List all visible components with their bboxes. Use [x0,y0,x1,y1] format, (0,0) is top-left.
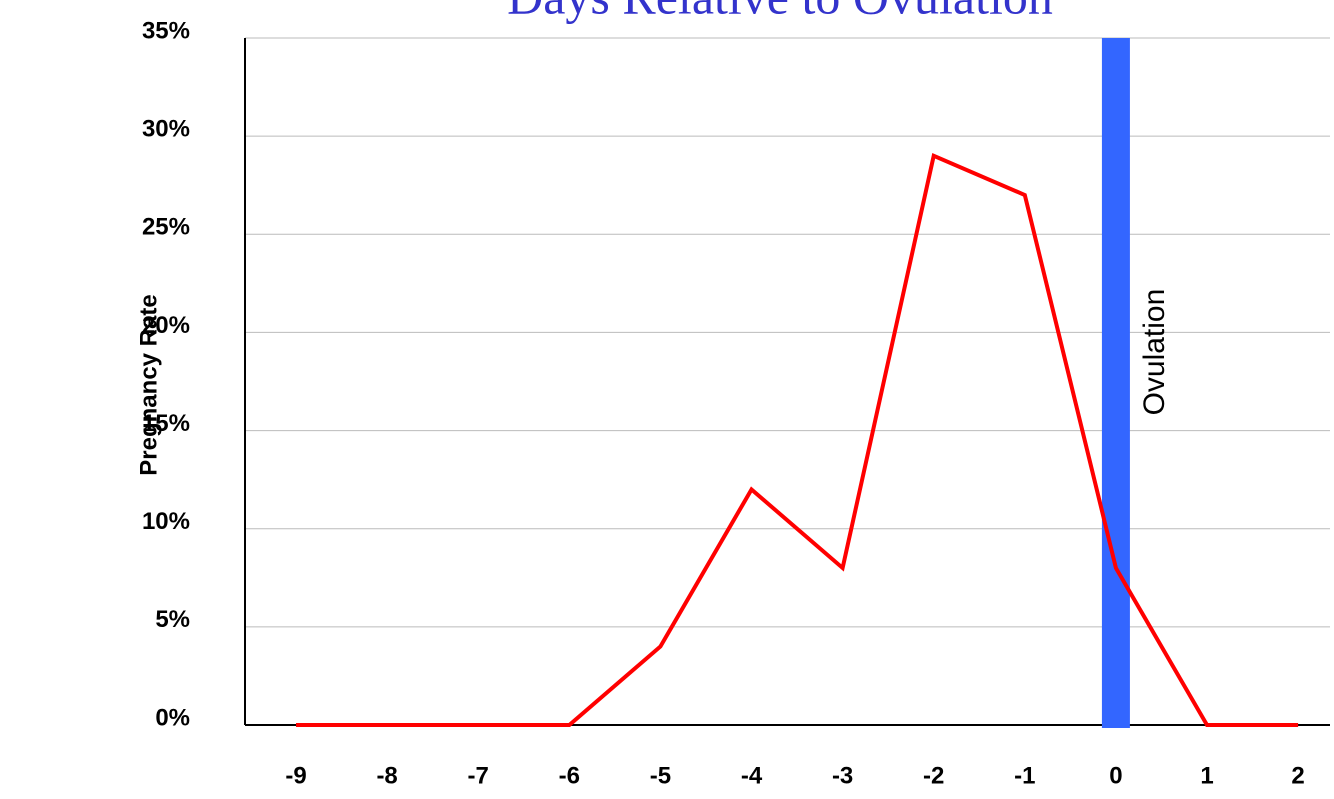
y-tick-label: 30% [142,115,190,142]
x-tick-label: -5 [650,762,671,789]
x-tick-label: 1 [1200,762,1213,789]
x-tick-label: -1 [1014,762,1035,789]
y-tick-label: 5% [155,606,190,633]
y-tick-label: 15% [142,410,190,437]
y-tick-label: 0% [155,704,190,731]
annotation: Ovulation [1138,289,1171,416]
x-tick-label: -4 [741,762,763,789]
x-tick-label: -3 [832,762,853,789]
x-tick-label: -8 [376,762,397,789]
x-tick-label: -7 [468,762,489,789]
y-tick-label: 20% [142,312,190,339]
x-tick-label: -2 [923,762,944,789]
y-tick-label: 10% [142,508,190,535]
x-tick-label: -6 [559,762,580,789]
chart-title: Days Relative to Ovulation [507,0,1053,24]
y-tick-label: 25% [142,214,190,241]
x-tick-label: 0 [1109,762,1122,789]
y-axis-label: Pregnancy Rate [135,294,162,475]
y-tick-label: 35% [142,17,190,44]
ovulation-band [1101,38,1130,728]
data-line [296,152,1299,727]
x-tick-label: -9 [285,762,306,789]
x-tick-label: 2 [1291,762,1304,789]
